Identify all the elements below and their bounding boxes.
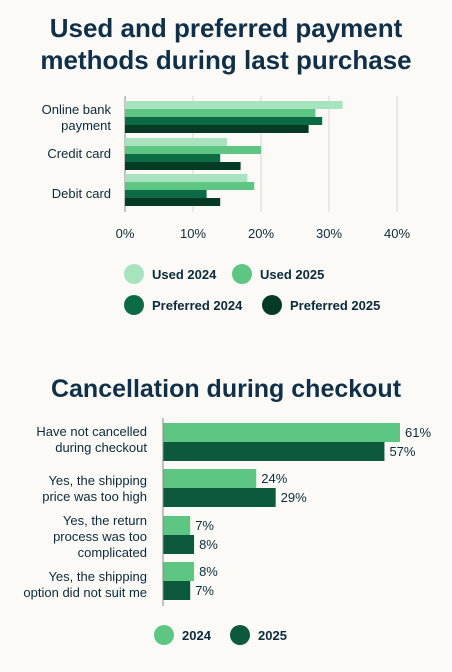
bar-used-2025-credit-card [125, 146, 261, 154]
bar-2024-have-not-cancelled-during-checkout [163, 423, 400, 442]
bar-preferred-2024-debit-card [125, 190, 207, 198]
data-label-2024-have-not-cancelled-during-checkout: 61% [405, 425, 431, 440]
x-tick-label: 40% [384, 226, 410, 241]
category-label-have-not-cancelled-during-checkout: Have not cancelled [36, 424, 147, 439]
category-label-yes-the-return-process-was-too-complicated: Yes, the return [63, 513, 147, 528]
bar-used-2024-credit-card [125, 138, 227, 146]
bar-preferred-2024-online-bank-payment [125, 117, 323, 125]
data-label-2024-yes-the-shipping-price-was-too-high: 24% [261, 471, 287, 486]
bar-2024-yes-the-return-process-was-too-complicated [163, 516, 191, 535]
bar-preferred-2025-debit-card [125, 198, 221, 206]
category-label-online-bank-payment: Online bank [42, 102, 112, 117]
legend-dot-preferred-2025 [262, 295, 282, 315]
bar-used-2025-online-bank-payment [125, 109, 316, 117]
title-line-1: Used and preferred payment [49, 13, 403, 43]
bar-2025-yes-the-shipping-option-did-not-suit-me [163, 581, 191, 600]
category-label-have-not-cancelled-during-checkout: during checkout [55, 440, 147, 455]
bar-preferred-2024-credit-card [125, 154, 221, 162]
bar-2024-yes-the-shipping-price-was-too-high [163, 469, 257, 488]
category-label-yes-the-return-process-was-too-complicated: process was too [53, 529, 147, 544]
legend-used-2024: Used 2024 [124, 264, 216, 284]
data-label-2025-yes-the-return-process-was-too-complicated: 8% [199, 537, 218, 552]
x-tick-label: 30% [316, 226, 342, 241]
x-tick-label: 10% [180, 226, 206, 241]
category-label-yes-the-shipping-price-was-too-high: price was too high [42, 489, 147, 504]
legend-dot-2024 [154, 625, 174, 645]
legend-label-used-2025: Used 2025 [260, 266, 325, 282]
category-label-yes-the-shipping-option-did-not-suit-me: Yes, the shipping [48, 569, 147, 584]
category-label-yes-the-shipping-price-was-too-high: Yes, the shipping [48, 473, 147, 488]
bar-preferred-2025-credit-card [125, 162, 241, 170]
category-label-credit-card: Credit card [47, 146, 111, 161]
category-label-yes-the-return-process-was-too-complicated: complicated [78, 545, 147, 560]
x-tick-label: 0% [116, 226, 135, 241]
bar-used-2024-online-bank-payment [125, 101, 343, 109]
data-label-2024-yes-the-shipping-option-did-not-suit-me: 8% [199, 564, 218, 579]
data-label-2024-yes-the-return-process-was-too-complicated: 7% [195, 518, 214, 533]
legend-label-2024: 2024 [182, 627, 211, 643]
category-label-online-bank-payment: payment [61, 118, 111, 133]
bar-preferred-2025-online-bank-payment [125, 125, 309, 133]
category-label-debit-card: Debit card [52, 186, 111, 201]
cancellation-title: Cancellation during checkout [50, 375, 402, 403]
legend-label-used-2024: Used 2024 [152, 266, 217, 282]
legend-dot-used-2025 [232, 264, 252, 284]
bar-used-2024-debit-card [125, 174, 248, 182]
legend-dot-used-2024 [124, 264, 144, 284]
legend-label-preferred-2025: Preferred 2025 [290, 297, 381, 313]
title-line-2: methods during last purchase [40, 45, 412, 75]
legend-dot-preferred-2024 [124, 295, 144, 315]
bar-2025-have-not-cancelled-during-checkout [163, 442, 385, 461]
bar-2025-yes-the-return-process-was-too-complicated [163, 535, 195, 554]
x-tick-label: 20% [248, 226, 274, 241]
data-label-2025-yes-the-shipping-option-did-not-suit-me: 7% [195, 583, 214, 598]
legend-preferred-2024: Preferred 2024 [124, 295, 242, 315]
category-label-yes-the-shipping-option-did-not-suit-me: option did not suit me [23, 585, 147, 600]
bar-2025-yes-the-shipping-price-was-too-high [163, 488, 276, 507]
bar-used-2025-debit-card [125, 182, 255, 190]
legend-2024: 2024 [154, 625, 211, 645]
legend-2025: 2025 [230, 625, 287, 645]
legend-used-2025: Used 2025 [232, 264, 324, 284]
data-label-2025-have-not-cancelled-during-checkout: 57% [389, 444, 415, 459]
data-label-2025-yes-the-shipping-price-was-too-high: 29% [281, 490, 307, 505]
legend-label-preferred-2024: Preferred 2024 [152, 297, 243, 313]
legend-dot-2025 [230, 625, 250, 645]
legend-label-2025: 2025 [258, 627, 287, 643]
payment-methods-title: Used and preferred payment methods durin… [0, 12, 452, 76]
bar-2024-yes-the-shipping-option-did-not-suit-me [163, 562, 195, 581]
legend-preferred-2025: Preferred 2025 [262, 295, 380, 315]
